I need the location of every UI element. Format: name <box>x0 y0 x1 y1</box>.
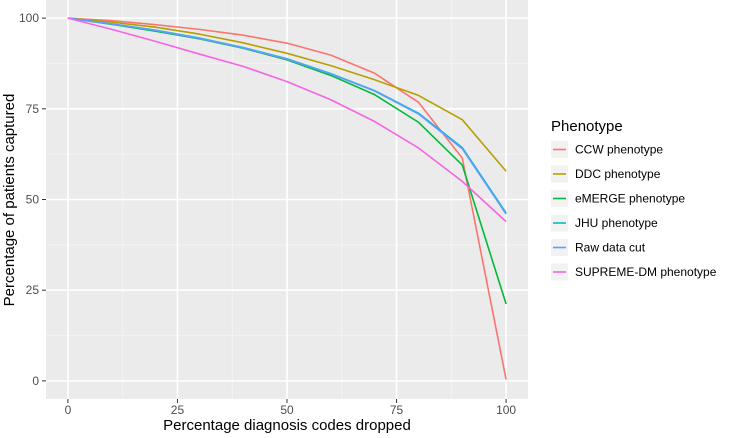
legend-label: Raw data cut <box>575 241 646 255</box>
series-line-ddc-phenotype <box>67 17 507 172</box>
series-line-raw-data-cut <box>67 17 507 215</box>
x-tick-label: 100 <box>496 403 516 417</box>
grid-major <box>46 0 528 399</box>
y-axis-ticks: 0 25 50 75 100 <box>19 11 46 388</box>
legend-title: Phenotype <box>551 118 623 135</box>
series-line-supreme-dm-phenotype <box>67 17 507 223</box>
x-axis-title: Percentage diagnosis codes dropped <box>163 417 411 434</box>
y-tick-label: 100 <box>19 11 39 25</box>
legend: Phenotype CCW phenotype DDC phenotype eMER… <box>551 118 717 281</box>
y-axis-title: Percentage of patients captured <box>1 94 18 307</box>
x-tick-label: 75 <box>390 403 404 417</box>
legend-label: eMERGE phenotype <box>575 192 685 206</box>
legend-label: JHU phenotype <box>575 216 658 230</box>
legend-label: SUPREME-DM phenotype <box>575 265 717 279</box>
y-tick-label: 50 <box>26 193 40 207</box>
x-axis-ticks: 0 25 50 75 100 <box>65 399 516 417</box>
x-tick-label: 50 <box>280 403 294 417</box>
legend-label: CCW phenotype <box>575 143 663 157</box>
series-line-ccw-phenotype <box>67 17 507 380</box>
y-tick-label: 25 <box>26 283 40 297</box>
x-tick-label: 25 <box>171 403 185 417</box>
x-tick-label: 0 <box>65 403 72 417</box>
series-lines <box>67 17 507 380</box>
legend-label: DDC phenotype <box>575 167 661 181</box>
legend-keys: CCW phenotype DDC phenotype eMERGE phenoty… <box>551 141 717 281</box>
y-tick-label: 75 <box>26 102 40 116</box>
y-tick-label: 0 <box>32 374 39 388</box>
